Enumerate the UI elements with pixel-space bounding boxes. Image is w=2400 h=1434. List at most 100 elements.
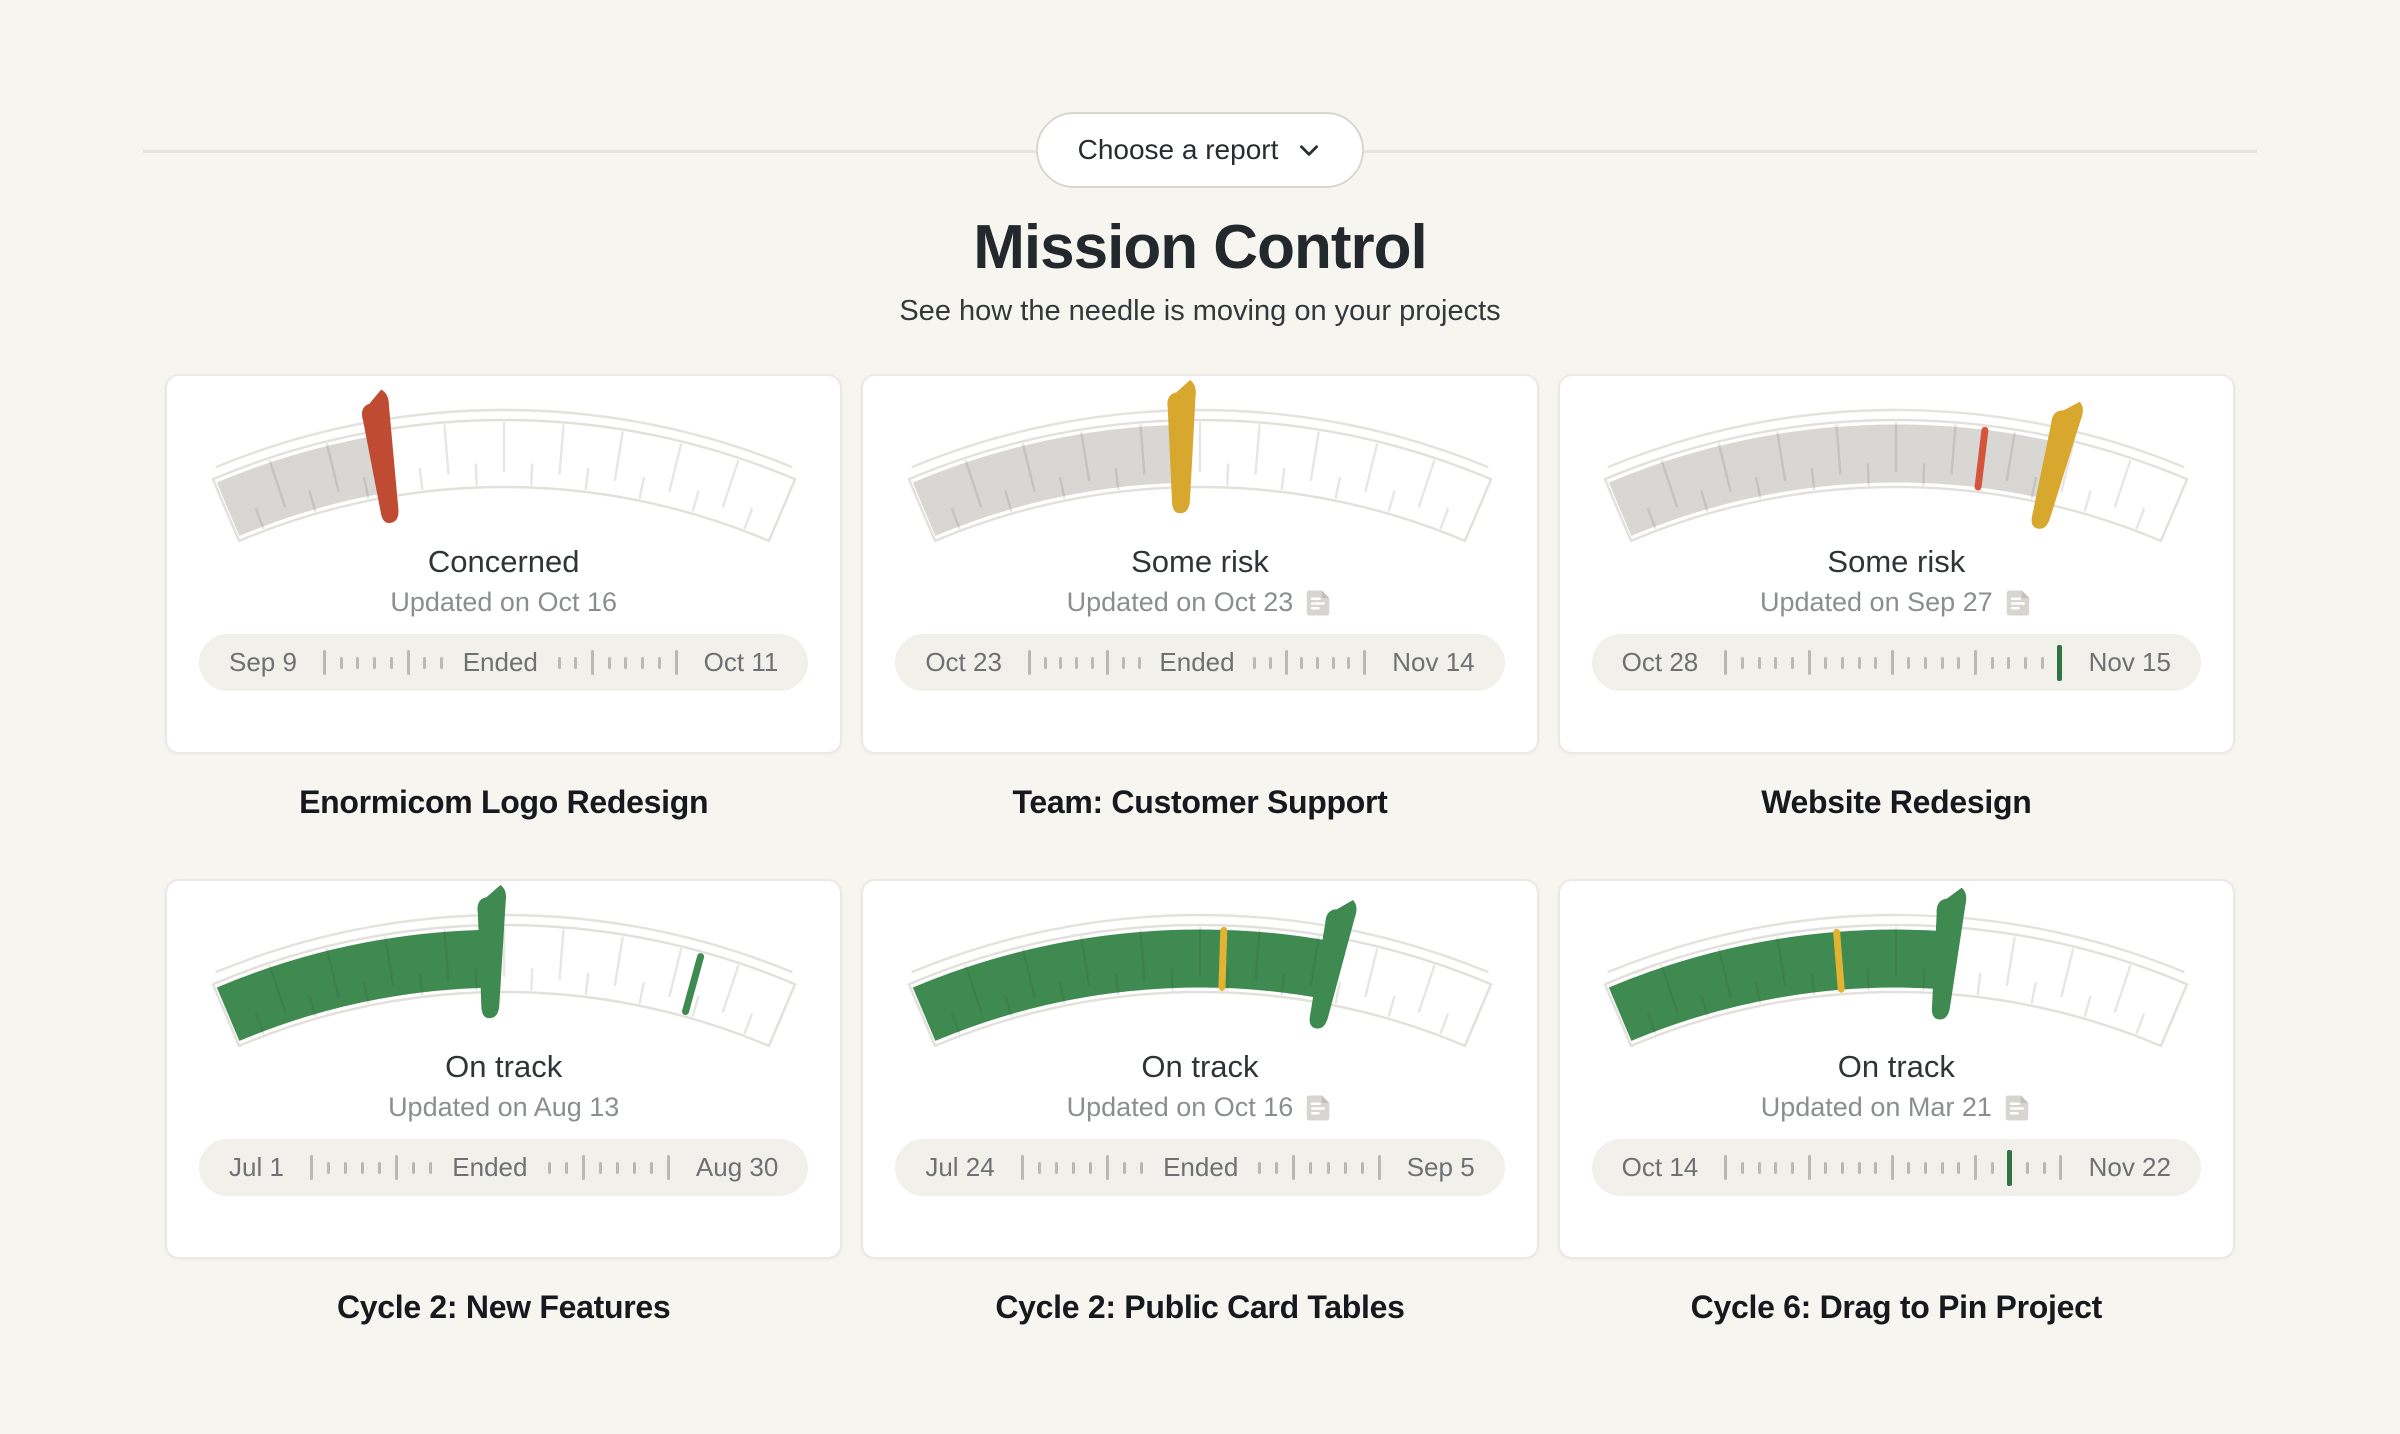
timeline-tick xyxy=(1331,656,1335,669)
timeline-tick xyxy=(356,656,360,669)
timeline-tick xyxy=(1316,656,1320,669)
timeline-ended-label: Ended xyxy=(1163,1152,1239,1182)
timeline-tick xyxy=(607,656,611,669)
status-label: On track xyxy=(1837,1049,1955,1084)
project-card[interactable]: Some risk Updated on Sep 27 Oct 28 Nov 1… xyxy=(1557,374,2235,754)
timeline-end-date: Nov 14 xyxy=(1392,647,1475,677)
timeline-start-date: Oct 14 xyxy=(1621,1152,1699,1182)
timeline-tick xyxy=(1990,656,1994,669)
timeline-tick xyxy=(1857,1161,1861,1174)
timeline-tick xyxy=(1990,1161,1994,1174)
timeline-tick xyxy=(361,1161,365,1174)
timeline-ruler xyxy=(1724,1149,2063,1186)
timeline-tick xyxy=(1874,656,1878,669)
document-icon xyxy=(1303,1093,1333,1123)
project-title[interactable]: Enormicom Logo Redesign xyxy=(299,784,709,820)
status-label: Concerned xyxy=(427,544,580,579)
timeline-tick xyxy=(1037,1161,1041,1174)
timeline-tick xyxy=(1774,656,1778,669)
project-cell: On track Updated on Mar 21 Oct 14 Nov 22… xyxy=(1557,879,2235,1384)
timeline-tick xyxy=(1377,1155,1381,1180)
timeline-tick xyxy=(1890,650,1894,675)
timeline-tick xyxy=(2026,1161,2030,1174)
status-label: On track xyxy=(445,1049,563,1084)
timeline-tick xyxy=(1974,1155,1978,1180)
timeline-start-date: Sep 9 xyxy=(229,647,297,677)
timeline-tick xyxy=(1724,650,1728,675)
project-card[interactable]: Some risk Updated on Oct 23 Oct 23 Ended… xyxy=(861,374,1539,754)
chevron-down-icon xyxy=(1296,137,1322,163)
choose-report-button[interactable]: Choose a report xyxy=(1035,112,1365,188)
timeline-tick xyxy=(1309,1161,1313,1174)
timeline-ruler: Ended xyxy=(1020,1152,1381,1183)
timeline-tick xyxy=(423,656,427,669)
timeline-tick xyxy=(1857,656,1861,669)
project-title[interactable]: Website Redesign xyxy=(1761,784,2032,820)
timeline-ruler: Ended xyxy=(309,1152,670,1183)
timeline-tick xyxy=(1807,650,1811,675)
timeline-tick xyxy=(1300,656,1304,669)
timeline-tick xyxy=(624,656,628,669)
timeline-tick xyxy=(632,1161,636,1174)
timeline-tick xyxy=(581,1155,585,1180)
timeline-ruler: Ended xyxy=(322,647,678,678)
timeline-tick xyxy=(1343,1161,1347,1174)
timeline-start-date: Jul 1 xyxy=(229,1152,284,1182)
project-title[interactable]: Cycle 2: Public Card Tables xyxy=(995,1289,1405,1325)
timeline-tick xyxy=(2059,1155,2063,1180)
timeline-tick xyxy=(412,1161,416,1174)
timeline-tick xyxy=(1105,1155,1109,1180)
timeline-end-date: Sep 5 xyxy=(1406,1152,1475,1182)
timeline-tick xyxy=(1724,1155,1728,1180)
timeline-tick xyxy=(389,656,393,669)
timeline-tick xyxy=(1027,650,1031,675)
timeline-tick xyxy=(1774,1161,1778,1174)
project-title[interactable]: Cycle 6: Drag to Pin Project xyxy=(1690,1289,2103,1325)
timeline-tick xyxy=(1940,1161,1944,1174)
project-card[interactable]: Concerned Updated on Oct 16 Sep 9 Ended … xyxy=(165,374,843,754)
timeline-tick xyxy=(649,1161,653,1174)
timeline-tick xyxy=(1253,656,1257,669)
timeline-tick xyxy=(1363,650,1367,675)
timeline-tick xyxy=(1326,1161,1330,1174)
timeline-tick xyxy=(1258,1161,1262,1174)
project-cell: Some risk Updated on Sep 27 Oct 28 Nov 1… xyxy=(1557,374,2235,879)
updated-text: Updated on Mar 21 xyxy=(1760,1092,1992,1122)
timeline-tick xyxy=(1907,1161,1911,1174)
updated-line: Updated on Oct 16 xyxy=(1067,1092,1334,1123)
project-title[interactable]: Cycle 2: New Features xyxy=(336,1289,671,1325)
status-gauge xyxy=(907,899,1493,1048)
timeline-tick xyxy=(1790,1161,1794,1174)
timeline-tick xyxy=(1347,656,1351,669)
timeline-tick xyxy=(1268,656,1272,669)
timeline-tick xyxy=(1137,656,1141,669)
project-title[interactable]: Team: Customer Support xyxy=(1012,784,1388,820)
timeline-tick xyxy=(344,1161,348,1174)
timeline-tick xyxy=(2024,656,2028,669)
timeline-tick xyxy=(1907,656,1911,669)
project-cell: On track Updated on Aug 13 Jul 1 Ended A… xyxy=(165,879,843,1384)
timeline-pill: Jul 24 Ended Sep 5 xyxy=(895,1139,1505,1196)
project-card[interactable]: On track Updated on Mar 21 Oct 14 Nov 22 xyxy=(1557,879,2235,1259)
timeline-tick xyxy=(547,1161,551,1174)
timeline-end-date: Aug 30 xyxy=(695,1152,779,1182)
timeline-tick xyxy=(326,1161,330,1174)
timeline-tick xyxy=(1840,656,1844,669)
timeline-pill: Oct 23 Ended Nov 14 xyxy=(895,634,1505,691)
timeline-tick xyxy=(1740,656,1744,669)
timeline-tick xyxy=(657,656,661,669)
timeline-tick xyxy=(1292,1155,1296,1180)
timeline-ended-label: Ended xyxy=(452,1152,528,1182)
project-card[interactable]: On track Updated on Aug 13 Jul 1 Ended A… xyxy=(165,879,843,1259)
project-card[interactable]: On track Updated on Oct 16 Jul 24 Ended … xyxy=(861,879,1539,1259)
page-header: Choose a report Mission Control See how … xyxy=(0,0,2400,328)
updated-text: Updated on Aug 13 xyxy=(388,1092,620,1122)
timeline-tick xyxy=(1360,1161,1364,1174)
timeline-pill: Sep 9 Ended Oct 11 xyxy=(199,634,809,691)
timeline-tick xyxy=(1757,1161,1761,1174)
status-gauge xyxy=(211,884,796,1048)
timeline-tick xyxy=(674,650,678,675)
timeline-tick xyxy=(1074,656,1078,669)
timeline-tick xyxy=(406,650,410,675)
timeline-today-marker xyxy=(2007,1149,2013,1186)
